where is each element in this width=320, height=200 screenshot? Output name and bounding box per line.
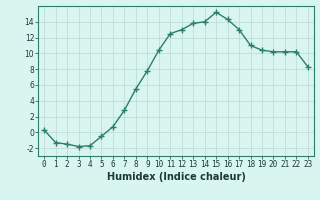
X-axis label: Humidex (Indice chaleur): Humidex (Indice chaleur)	[107, 172, 245, 182]
